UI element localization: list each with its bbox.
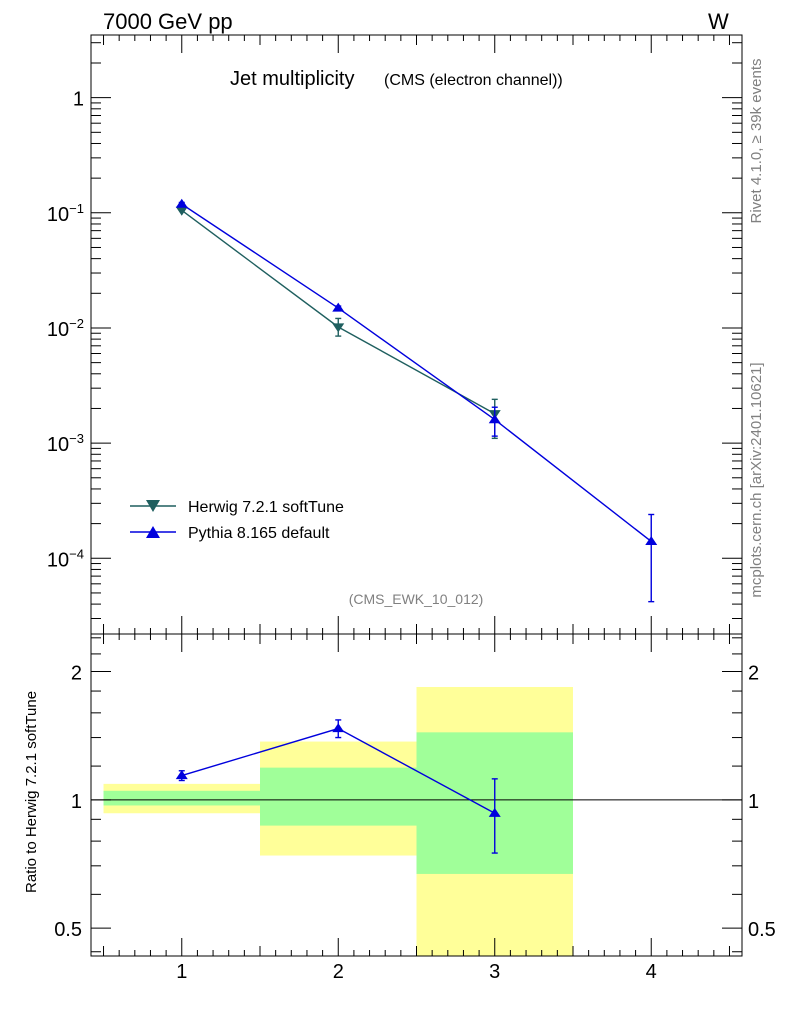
- y-tick-label: 10−3: [47, 431, 84, 456]
- y-tick-label: 10−1: [47, 201, 84, 226]
- ratio-y-tick-label-left: 1: [71, 791, 82, 813]
- herwig-line: [181, 209, 496, 415]
- x-tick-label: 4: [646, 961, 657, 983]
- analysis-watermark: (CMS_EWK_10_012): [349, 591, 484, 607]
- herwig-marker: [175, 206, 188, 216]
- legend-pythia-label: Pythia 8.165 default: [188, 525, 330, 542]
- ratio-y-tick-label-right: 1: [748, 791, 759, 813]
- uncertainty-band-inner: [103, 790, 261, 806]
- uncertainty-band-inner: [260, 767, 417, 826]
- top-axis-ticks: 1 10−1 10−2 10−3 10−4: [47, 35, 742, 634]
- pythia-line: [181, 203, 652, 543]
- ratio-series-layer: [175, 719, 501, 854]
- header-energy-label: 7000 GeV pp: [103, 9, 233, 34]
- ratio-y-tick-label-left: 2: [71, 663, 82, 685]
- rivet-version-label: Rivet 4.1.0, ≥ 39k events: [748, 59, 765, 224]
- top-series-layer: [175, 198, 658, 603]
- chart-title: Jet multiplicity: [230, 68, 354, 90]
- legend-pythia-marker: [146, 526, 160, 538]
- pythia-ratio-marker: [332, 723, 345, 733]
- x-tick-label: 2: [333, 961, 344, 983]
- x-tick-label: 3: [489, 961, 500, 983]
- pythia-ratio-marker: [488, 807, 501, 817]
- ratio-y-tick-label-left: 0.5: [54, 919, 82, 941]
- pythia-marker: [488, 414, 501, 424]
- legend: Herwig 7.2.1 softTune Pythia 8.165 defau…: [130, 499, 344, 542]
- top-frame: [90, 34, 743, 635]
- chart-subtitle: (CMS (electron channel)): [384, 72, 563, 89]
- ratio-frame: [90, 633, 743, 957]
- pythia-marker: [175, 198, 188, 208]
- pythia-marker: [332, 302, 345, 312]
- ratio-y-tick-label-right: 0.5: [748, 919, 776, 941]
- ratio-bands: [91, 686, 742, 956]
- pythia-marker: [645, 536, 658, 546]
- header-process-label: W: [708, 9, 729, 34]
- mcplots-reference-label: mcplots.cern.ch [arXiv:2401.10621]: [748, 362, 765, 597]
- y-tick-label: 1: [73, 89, 84, 111]
- legend-herwig-label: Herwig 7.2.1 softTune: [188, 499, 344, 516]
- pythia-ratio-marker: [175, 770, 188, 780]
- ratio-ylabel: Ratio to Herwig 7.2.1 softTune: [23, 691, 40, 893]
- ratio-y-tick-label-right: 2: [748, 663, 759, 685]
- y-tick-label: 10−4: [47, 546, 84, 571]
- y-tick-label: 10−2: [47, 316, 84, 341]
- ratio-axis-ticks: 1 2 3 4 0.5 0.5 1 1 2 2: [54, 634, 776, 983]
- legend-herwig-marker: [146, 500, 160, 512]
- x-tick-label: 1: [176, 961, 187, 983]
- herwig-marker: [332, 323, 345, 333]
